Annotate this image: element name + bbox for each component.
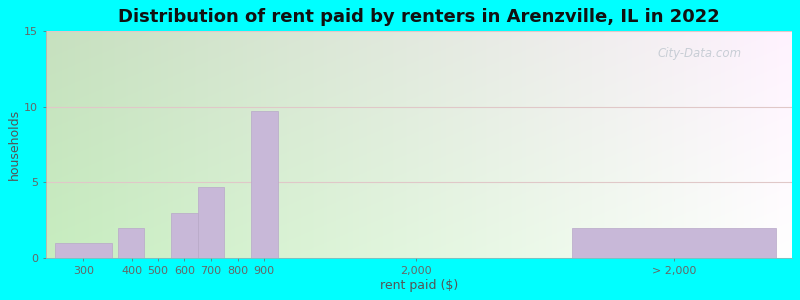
X-axis label: rent paid ($): rent paid ($) xyxy=(379,279,458,292)
Bar xyxy=(198,187,224,258)
Bar xyxy=(251,111,278,258)
Bar xyxy=(572,228,776,258)
Bar xyxy=(171,213,198,258)
Bar xyxy=(55,243,111,258)
Y-axis label: households: households xyxy=(8,109,22,180)
Title: Distribution of rent paid by renters in Arenzville, IL in 2022: Distribution of rent paid by renters in … xyxy=(118,8,719,26)
Bar xyxy=(118,228,145,258)
Text: City-Data.com: City-Data.com xyxy=(658,46,742,60)
